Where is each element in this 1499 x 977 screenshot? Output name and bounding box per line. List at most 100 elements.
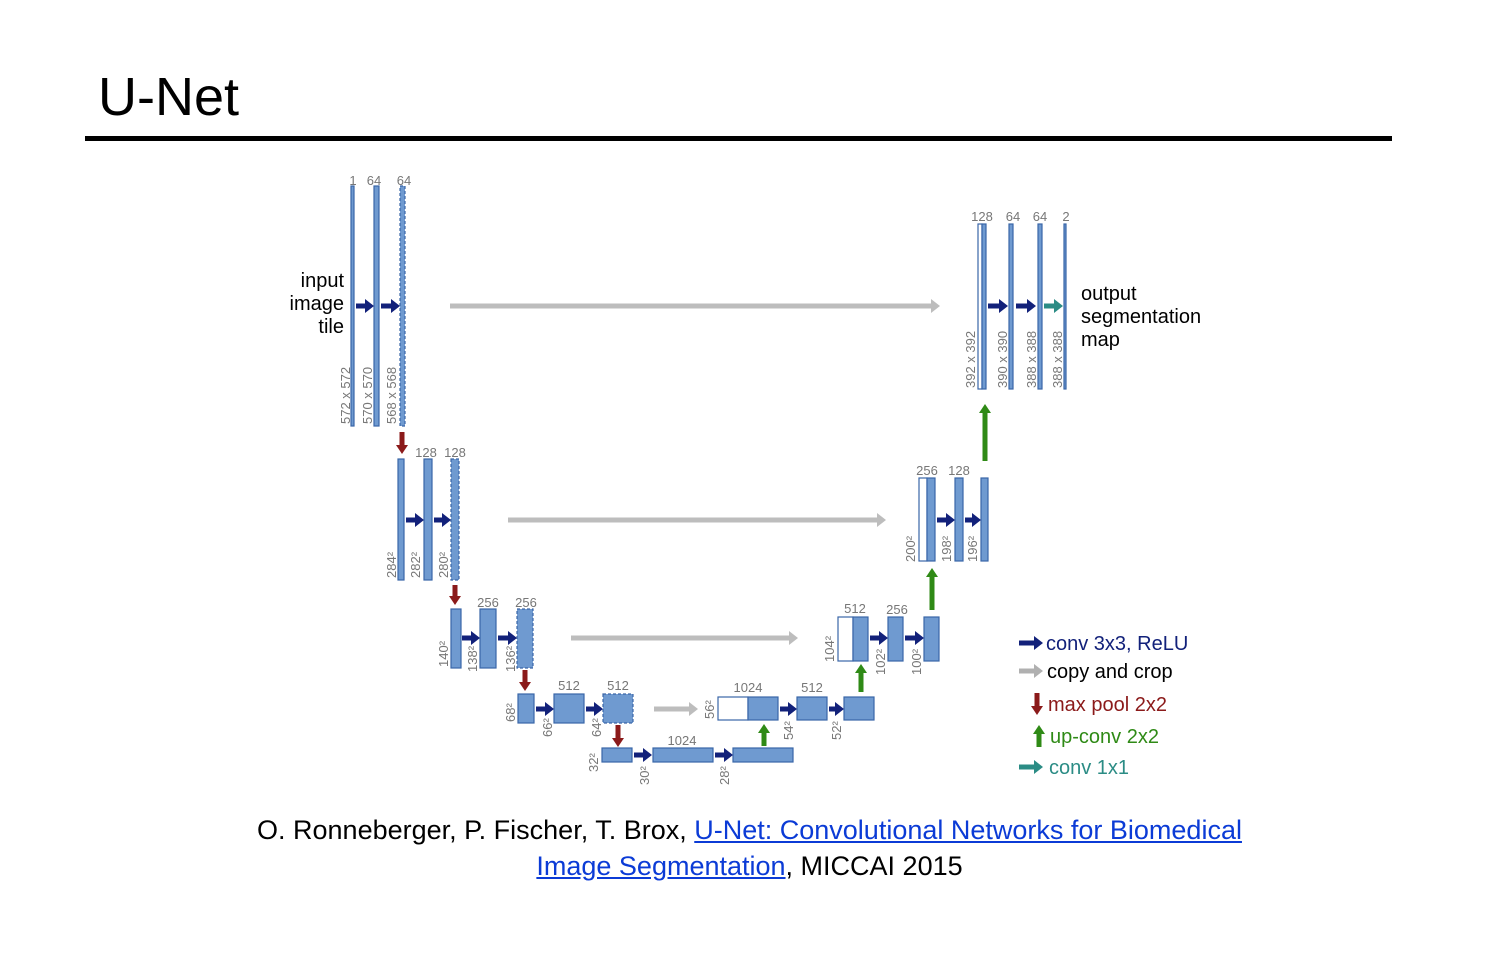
size-label: 282² [408, 551, 423, 578]
channel-label: 1 [349, 173, 356, 188]
channel-label: 512 [558, 678, 580, 693]
size-label: 198² [939, 535, 954, 562]
channel-label: 256 [916, 463, 938, 478]
maxpool-arrow-head [612, 738, 624, 747]
size-label: 572 x 572 [338, 367, 353, 424]
size-label: 52² [829, 721, 844, 740]
feature-map [843, 696, 875, 721]
size-label: 392 x 392 [963, 331, 978, 388]
feature-map [747, 696, 779, 721]
size-label: 102² [873, 648, 888, 675]
size-label: 68² [503, 703, 518, 722]
legend-label: conv 1x1 [1049, 757, 1129, 779]
output-label: map [1081, 329, 1120, 351]
channel-label: 64 [1033, 209, 1047, 224]
channel-label: 128 [971, 209, 993, 224]
channel-label: 128 [415, 445, 437, 460]
legend-upconv-icon-head [1033, 725, 1045, 734]
feature-map [1008, 223, 1014, 390]
conv-arrow-head [365, 299, 374, 313]
channel-label: 512 [844, 601, 866, 616]
size-label: 138² [465, 645, 480, 672]
channel-label: 512 [607, 678, 629, 693]
input-label: input [301, 270, 345, 292]
citation-line-2: Image Segmentation, MICCAI 2015 [0, 848, 1499, 884]
input-label: image [290, 293, 344, 315]
conv-arrow-head [643, 748, 652, 762]
size-label: 28² [717, 766, 732, 785]
copy-crop-arrow-head [931, 299, 940, 313]
size-label: 100² [909, 648, 924, 675]
feature-map [981, 223, 987, 390]
feature-map [516, 608, 534, 669]
feature-map [923, 616, 940, 662]
legend-copy-icon-head [1034, 664, 1043, 678]
channel-label: 256 [886, 602, 908, 617]
maxpool-arrow-head [396, 445, 408, 454]
feature-map [732, 747, 794, 763]
citation-venue: , MICCAI 2015 [785, 851, 963, 881]
copy-crop-arrow-head [689, 702, 698, 716]
size-label: 200² [903, 535, 918, 562]
feature-map [1063, 223, 1067, 390]
feature-map [397, 458, 405, 581]
channel-label: 1024 [668, 733, 697, 748]
size-label: 280² [436, 551, 451, 578]
citation-line-1: O. Ronneberger, P. Fischer, T. Brox, U-N… [0, 812, 1499, 848]
maxpool-arrow-head [519, 682, 531, 691]
conv-arrow-head [391, 299, 400, 313]
conv-arrow-head [508, 631, 517, 645]
conv-arrow-head [724, 748, 733, 762]
feature-map [423, 458, 433, 581]
slide-title: U-Net [98, 67, 240, 127]
feature-map [652, 747, 714, 763]
legend-label: max pool 2x2 [1048, 694, 1167, 716]
legend-label: up-conv 2x2 [1050, 726, 1159, 748]
channel-label: 1024 [734, 680, 763, 695]
conv-arrow-head [1027, 299, 1036, 313]
size-label: 284² [384, 551, 399, 578]
upconv-arrow-head [926, 568, 938, 577]
feature-map [602, 693, 634, 724]
feature-map [980, 477, 989, 562]
channel-label: 128 [444, 445, 466, 460]
feature-map [399, 185, 406, 427]
size-label: 388 x 388 [1050, 331, 1065, 388]
channel-label: 256 [515, 595, 537, 610]
feature-map [796, 696, 828, 721]
paper-link-part-1[interactable]: U-Net: Convolutional Networks for Biomed… [694, 815, 1242, 845]
maxpool-arrow-head [449, 596, 461, 605]
upconv-arrow-head [855, 664, 867, 673]
conv-arrow-head [946, 513, 955, 527]
conv-arrow-head [788, 702, 797, 716]
feature-map [1037, 223, 1043, 390]
conv-arrow-head [442, 513, 451, 527]
channel-label: 128 [948, 463, 970, 478]
size-label: 570 x 570 [360, 367, 375, 424]
feature-map [553, 693, 585, 724]
channel-label: 256 [477, 595, 499, 610]
size-label: 568 x 568 [384, 367, 399, 424]
feature-map [954, 477, 964, 562]
copied-feature-map [837, 616, 854, 662]
paper-link-part-2[interactable]: Image Segmentation [536, 851, 786, 881]
size-label: 56² [702, 700, 717, 719]
conv-arrow-head [471, 631, 480, 645]
copy-crop-arrow-head [877, 513, 886, 527]
size-label: 54² [781, 721, 796, 740]
conv-arrow-head [972, 513, 981, 527]
copied-feature-map [918, 477, 928, 562]
conv-arrow-head [915, 631, 924, 645]
size-label: 390 x 390 [995, 331, 1010, 388]
conv-arrow-head [545, 702, 554, 716]
feature-map [887, 616, 904, 662]
input-label: tile [318, 316, 344, 338]
feature-map [479, 608, 497, 669]
channel-label: 64 [1006, 209, 1020, 224]
upconv-arrow-head [758, 724, 770, 733]
legend-conv-icon-head [1034, 636, 1043, 650]
size-label: 136² [503, 645, 518, 672]
feature-map [852, 616, 869, 662]
size-label: 388 x 388 [1024, 331, 1039, 388]
